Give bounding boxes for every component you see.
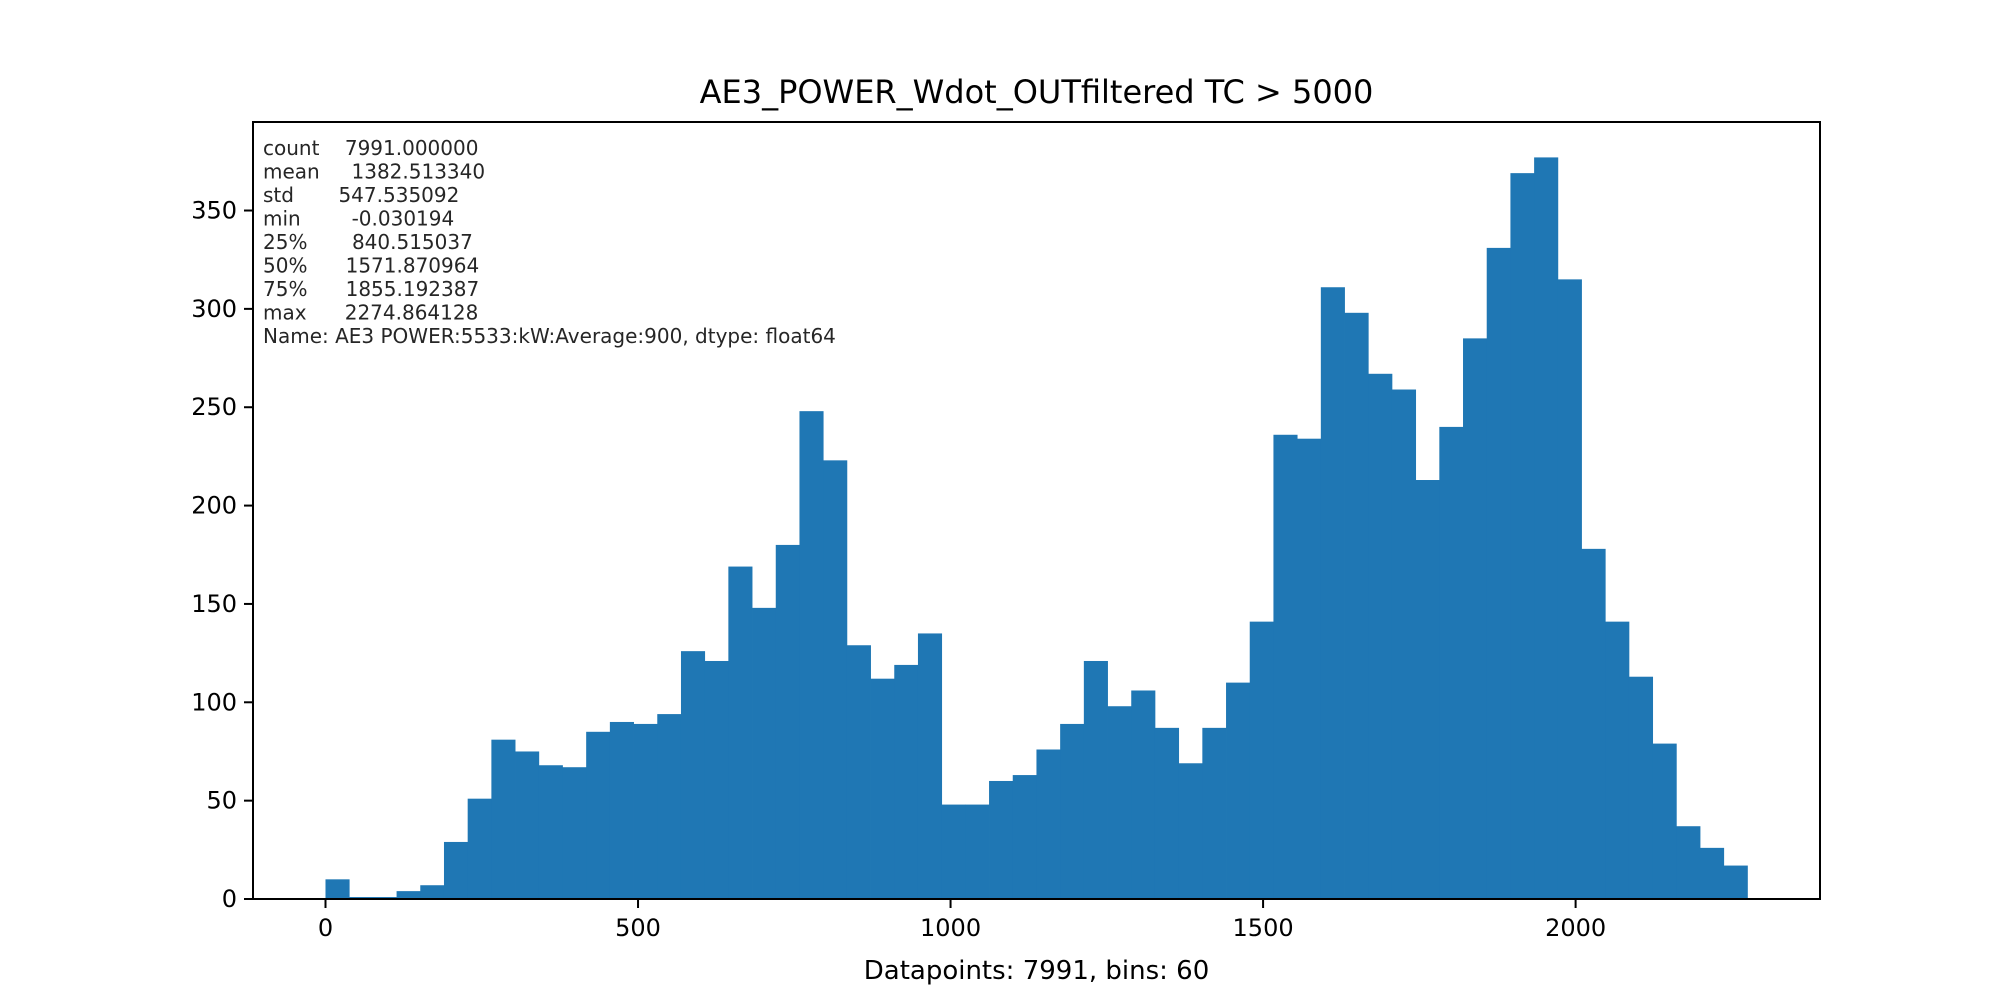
histogram-bar bbox=[491, 739, 516, 899]
histogram-bar bbox=[586, 731, 611, 899]
stats-line: count 7991.000000 bbox=[263, 136, 478, 160]
histogram-bar bbox=[396, 891, 421, 899]
histogram-bar bbox=[1202, 727, 1227, 899]
histogram-bar bbox=[823, 460, 848, 899]
histogram-bar bbox=[562, 767, 587, 899]
histogram-bar bbox=[1036, 749, 1061, 899]
histogram-bar bbox=[1486, 247, 1511, 899]
histogram-bar bbox=[1178, 763, 1203, 899]
stats-line: min -0.030194 bbox=[263, 207, 454, 231]
histogram-bar bbox=[1605, 621, 1630, 899]
histogram-bar bbox=[1320, 287, 1345, 899]
histogram-bar bbox=[1273, 434, 1298, 899]
y-tick-label: 150 bbox=[191, 590, 237, 618]
histogram-bar bbox=[799, 411, 824, 899]
histogram-bar bbox=[1249, 621, 1274, 899]
histogram-bar bbox=[1581, 548, 1606, 899]
y-tick-label: 350 bbox=[191, 197, 237, 225]
x-tick-label: 2000 bbox=[1545, 914, 1606, 942]
y-tick-label: 300 bbox=[191, 295, 237, 323]
histogram-bar bbox=[965, 804, 990, 899]
histogram-bar bbox=[1131, 690, 1156, 899]
x-tick-label: 1500 bbox=[1233, 914, 1294, 942]
histogram-bar bbox=[1060, 723, 1085, 899]
y-tick-label: 250 bbox=[191, 393, 237, 421]
y-tick-label: 100 bbox=[191, 688, 237, 716]
histogram-bar bbox=[538, 765, 563, 899]
y-tick-label: 50 bbox=[206, 787, 237, 815]
histogram-bar bbox=[846, 645, 871, 899]
histogram-bar bbox=[1676, 826, 1701, 899]
histogram-bar bbox=[941, 804, 966, 899]
stats-line: max 2274.864128 bbox=[263, 301, 478, 325]
x-axis-label: Datapoints: 7991, bins: 60 bbox=[864, 956, 1210, 986]
histogram-bar bbox=[1154, 727, 1180, 899]
histogram-bar bbox=[325, 879, 350, 899]
histogram-bar bbox=[1297, 438, 1322, 899]
histogram-bar bbox=[752, 607, 777, 899]
histogram-bar bbox=[1700, 847, 1725, 899]
histogram-bar bbox=[1415, 480, 1440, 899]
histogram-bar bbox=[1534, 157, 1559, 899]
histogram-bar bbox=[515, 751, 540, 899]
histogram-bars bbox=[325, 157, 1748, 899]
stats-line: mean 1382.513340 bbox=[263, 160, 485, 184]
y-tick-label: 200 bbox=[191, 492, 237, 520]
histogram-bar bbox=[704, 660, 729, 899]
axes-frame bbox=[252, 121, 1821, 900]
stats-line: std 547.535092 bbox=[263, 183, 459, 207]
histogram-bar bbox=[467, 798, 492, 899]
histogram-bar bbox=[1083, 660, 1108, 899]
x-tick-label: 0 bbox=[318, 914, 333, 942]
y-axis-ticks: 0 50 100 150 200 250 300 350 bbox=[191, 197, 253, 913]
histogram-bar bbox=[1226, 682, 1251, 899]
stats-line: 50% 1571.870964 bbox=[263, 254, 479, 278]
histogram-bar bbox=[1628, 676, 1654, 899]
histogram-bar bbox=[1012, 775, 1037, 899]
histogram-bar bbox=[633, 723, 658, 899]
histogram-bar bbox=[917, 633, 943, 899]
histogram-bar bbox=[1107, 706, 1132, 899]
x-tick-label: 500 bbox=[615, 914, 661, 942]
stats-line: 25% 840.515037 bbox=[263, 230, 473, 254]
histogram-bar bbox=[1463, 338, 1488, 899]
stats-line: Name: AE3 POWER:5533:kW:Average:900, dty… bbox=[263, 324, 836, 348]
histogram-bar bbox=[1439, 426, 1464, 899]
y-tick-label: 0 bbox=[222, 885, 237, 913]
histogram-bar bbox=[1723, 865, 1748, 899]
histogram-bar bbox=[870, 678, 895, 899]
histogram-bar bbox=[989, 780, 1014, 899]
histogram-bar bbox=[1368, 373, 1393, 899]
histogram-bar bbox=[1510, 173, 1535, 899]
chart-title: AE3_POWER_Wdot_OUTfiltered TC > 5000 bbox=[700, 73, 1374, 111]
histogram-bar bbox=[1344, 312, 1369, 899]
histogram-bar bbox=[420, 885, 445, 899]
histogram-bar bbox=[775, 544, 800, 899]
histogram-bar bbox=[443, 841, 469, 899]
histogram-bar bbox=[894, 664, 919, 899]
histogram-bar bbox=[657, 714, 682, 899]
x-tick-label: 1000 bbox=[920, 914, 981, 942]
histogram-bar bbox=[1557, 279, 1582, 899]
histogram-bar bbox=[1652, 743, 1677, 899]
histogram-bar bbox=[609, 721, 634, 899]
x-axis-ticks: 0 500 1000 1500 2000 bbox=[318, 899, 1606, 942]
histogram-bar bbox=[680, 651, 706, 899]
histogram-bar bbox=[728, 566, 753, 899]
stats-line: 75% 1855.192387 bbox=[263, 277, 479, 301]
histogram-bar bbox=[1391, 389, 1417, 899]
